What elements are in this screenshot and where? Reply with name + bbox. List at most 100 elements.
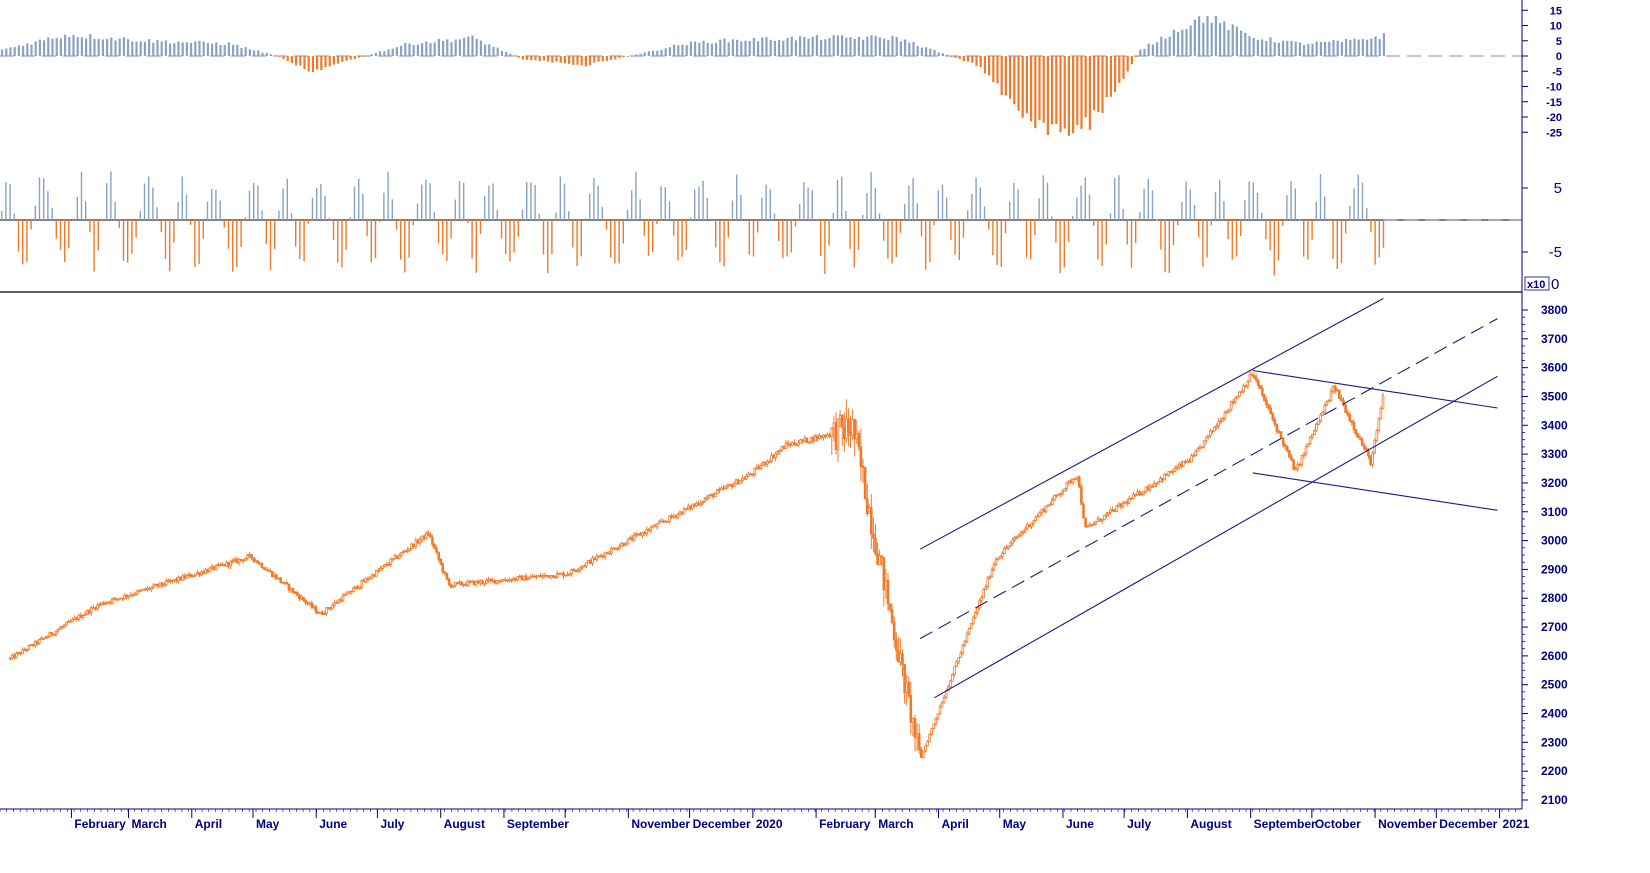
momentum-bar (866, 36, 869, 56)
momentum-bar (1361, 39, 1364, 56)
candle-body (531, 575, 534, 578)
oscillator-bar (446, 220, 448, 261)
oscillator-bar (1189, 189, 1191, 220)
momentum-bar (996, 56, 999, 84)
oscillator-bar (572, 220, 574, 248)
momentum-bar (290, 56, 293, 64)
momentum-bar (925, 47, 928, 56)
candle-body (1261, 388, 1264, 396)
candle-body (295, 592, 299, 596)
candle-body (266, 569, 270, 572)
oscillator-bar (534, 184, 536, 220)
oscillator-bar (118, 220, 120, 228)
oscillator-bar (1042, 175, 1044, 220)
candle-body (1221, 417, 1225, 422)
candle-body (639, 533, 642, 536)
candle-body (1111, 509, 1114, 512)
candle-body (518, 575, 522, 578)
candle-body (838, 414, 842, 420)
candle-body (1130, 498, 1133, 500)
oscillator-bar (1046, 182, 1049, 220)
momentum-bar (589, 56, 592, 66)
candle-body (206, 569, 210, 573)
candle-body (42, 637, 45, 640)
momentum-bar (803, 36, 806, 56)
momentum-bar (1021, 56, 1024, 118)
candle-body (618, 545, 621, 549)
candle-body (135, 590, 139, 595)
oscillator-bar (1088, 194, 1091, 220)
candle-body (1313, 430, 1316, 435)
candle-body (709, 493, 713, 496)
candle-body (830, 427, 834, 437)
momentum-bar (1307, 43, 1310, 56)
momentum-bar (626, 56, 629, 57)
momentum-bar (412, 45, 415, 56)
oscillator-bar (85, 201, 87, 220)
candle-body (1381, 395, 1385, 410)
momentum-bar (992, 56, 995, 82)
momentum-bar (1206, 16, 1209, 57)
candle-body (449, 584, 453, 588)
candle-body (1028, 524, 1031, 528)
momentum-bar (261, 52, 264, 56)
momentum-bar (1290, 40, 1293, 56)
candle-body (21, 649, 24, 655)
momentum-bar (1009, 56, 1012, 99)
candle-body (1207, 435, 1210, 438)
oscillator-bar (181, 176, 183, 220)
oscillator-bar (811, 190, 813, 220)
oscillator-bar (269, 220, 272, 271)
oscillator-bar (1025, 220, 1028, 258)
candle-body (1348, 413, 1352, 422)
x-tick-label: May (1003, 817, 1027, 831)
candle-body (1238, 391, 1241, 397)
momentum-bar (1143, 48, 1146, 56)
momentum-bar (1286, 40, 1289, 56)
momentum-bar (1265, 41, 1268, 56)
oscillator-bar (274, 220, 276, 250)
momentum-bar (278, 56, 281, 57)
momentum-bar (72, 35, 75, 56)
candle-body (144, 588, 147, 591)
y-tick-label: 2400 (1541, 707, 1568, 721)
candle-body (524, 575, 528, 581)
momentum-bar (622, 56, 625, 58)
oscillator-bar (282, 188, 284, 220)
oscillator-bar (1160, 220, 1162, 250)
momentum-bar (1160, 36, 1163, 56)
oscillator-bar (786, 220, 788, 257)
oscillator-bar (1097, 220, 1099, 260)
candle-body (1219, 420, 1223, 423)
candle-body (1242, 385, 1245, 393)
candle-body (917, 733, 921, 750)
momentum-bar (689, 41, 692, 56)
momentum-bar (1118, 56, 1121, 83)
candle-body (1117, 503, 1121, 507)
momentum-bar (173, 43, 176, 56)
candle-body (345, 591, 349, 595)
oscillator-bar (366, 220, 368, 237)
oscillator-bar (471, 220, 473, 259)
candle-body (736, 479, 740, 485)
momentum-bar (572, 56, 575, 65)
momentum-bar (467, 36, 470, 56)
candle-body (171, 580, 174, 582)
candle-body (152, 584, 156, 588)
candle-body (905, 682, 908, 693)
candle-body (106, 601, 110, 604)
oscillator-bar (261, 210, 263, 220)
candle-body (811, 436, 815, 442)
candle-body (154, 584, 158, 586)
momentum-bar (236, 44, 239, 56)
momentum-bar (1219, 23, 1222, 57)
oscillator-bar (433, 212, 435, 220)
momentum-bar (1273, 42, 1276, 56)
momentum-bar (740, 41, 743, 56)
momentum-bar (1130, 56, 1133, 65)
y-tick-label: 2500 (1541, 678, 1568, 692)
momentum-bar (929, 48, 932, 56)
oscillator-bar (1294, 188, 1296, 220)
oscillator-bar (626, 210, 629, 220)
momentum-bar (421, 43, 424, 56)
